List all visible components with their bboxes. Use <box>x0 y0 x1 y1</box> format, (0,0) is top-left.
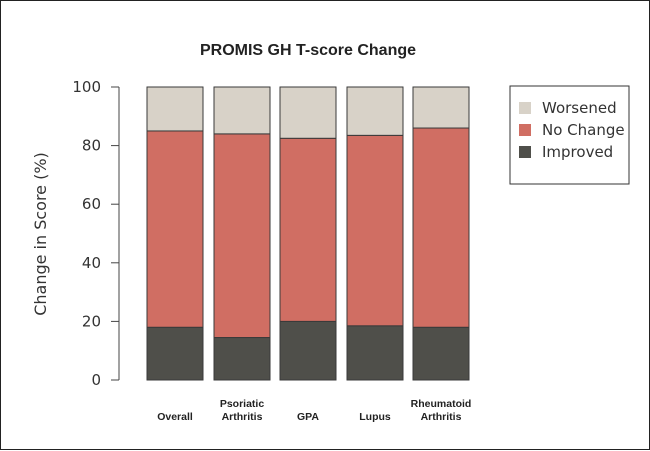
bar-segment-worsened <box>346 86 404 136</box>
y-tick-label: 60 <box>82 195 101 213</box>
legend: Worsened No Change Improved <box>509 85 630 185</box>
bar-segment-improved <box>213 337 271 381</box>
bar-segment-worsened <box>279 86 337 139</box>
y-tick-label: 100 <box>72 78 101 96</box>
legend-label: Improved <box>542 143 613 161</box>
bar-segment-no-change <box>412 127 470 328</box>
bar-segment-worsened <box>412 86 470 129</box>
x-category-label: GPA <box>297 411 319 423</box>
bar-segment-worsened <box>213 86 271 135</box>
legend-box <box>509 85 630 185</box>
bar-segment-no-change <box>213 133 271 339</box>
bars <box>146 86 470 381</box>
legend-label: Worsened <box>542 99 617 117</box>
x-category-label: Arthritis <box>222 411 263 423</box>
bar-segment-improved <box>146 326 204 381</box>
x-category-label: Rheumatoid <box>411 398 472 410</box>
bar-segment-improved <box>346 325 404 381</box>
x-category-label: Lupus <box>359 411 391 423</box>
bar-segment-worsened <box>146 86 204 132</box>
bar-segment-improved <box>279 320 337 381</box>
legend-swatch <box>519 102 531 114</box>
legend-swatch <box>519 146 531 158</box>
chart-title: PROMIS GH T-score Change <box>200 42 416 59</box>
y-tick-label: 80 <box>82 137 101 155</box>
bar-segment-no-change <box>279 137 337 322</box>
y-axis-label: Change in Score (%) <box>31 152 50 316</box>
x-category-label: Psoriatic <box>220 398 265 410</box>
x-category-label: Arthritis <box>421 411 462 423</box>
bar-segment-no-change <box>346 134 404 327</box>
legend-swatch <box>519 124 531 136</box>
x-category-label: Overall <box>157 411 193 423</box>
y-tick-label: 0 <box>91 371 101 389</box>
y-axis: 0 20 40 60 80 100 <box>72 78 120 389</box>
bar-segment-improved <box>412 326 470 381</box>
y-tick-label: 40 <box>82 254 101 272</box>
bar-segment-no-change <box>146 130 204 328</box>
legend-label: No Change <box>542 121 625 139</box>
y-tick-label: 20 <box>82 312 101 330</box>
